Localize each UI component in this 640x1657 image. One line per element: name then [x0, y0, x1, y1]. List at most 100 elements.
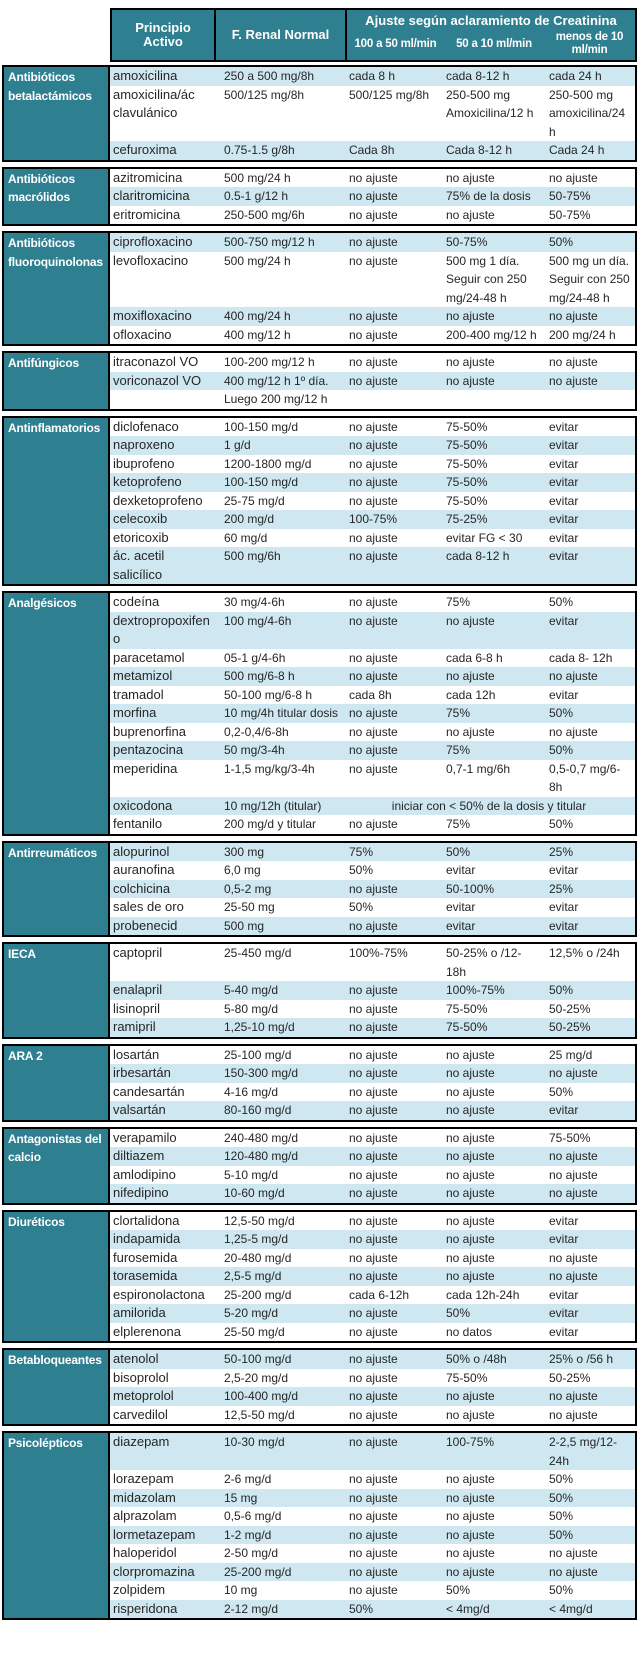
- group-rows: ciprofloxacino 500-750 mg/12 h no ajuste 50…: [110, 233, 635, 344]
- table-row: metoprolol 100-400 mg/d no ajuste no ajuste…: [110, 1387, 635, 1406]
- adjust-100-50-cell: no ajuste: [349, 1435, 398, 1449]
- drug-name-cell: diazepam: [113, 1434, 170, 1449]
- adjust-50-10-cell: 75-50%: [446, 493, 488, 508]
- adjust-100-50-cell: no ajuste: [349, 1389, 398, 1403]
- adjust-100-50-cell: no ajuste: [349, 817, 398, 831]
- header-principio-activo: Principio Activo: [135, 20, 191, 49]
- drug-name-cell: bisoprolol: [113, 1369, 169, 1385]
- table-row: ofloxacino 400 mg/12 h no ajuste 200-400 mg…: [110, 326, 635, 345]
- table-row: lorazepam 2-6 mg/d no ajuste no ajuste 50%: [110, 1470, 635, 1489]
- renal-dose-cell: 50-100 mg/d: [224, 1352, 292, 1366]
- adjust-less-10-cell: no ajuste: [549, 373, 598, 388]
- adjust-100-50-cell: no ajuste: [349, 1407, 398, 1422]
- drug-name-cell: amlodipino: [113, 1166, 176, 1182]
- table-row: morfina 10 mg/4h titular dosis no ajuste 75…: [110, 704, 635, 723]
- adjust-less-10-cell: evitar: [549, 419, 579, 434]
- adjust-50-10-cell: no ajuste: [446, 1232, 495, 1246]
- category-cell: Antibióticos betalactámicos: [4, 67, 110, 160]
- adjust-less-10-cell: 50-25%: [549, 1020, 591, 1034]
- drug-name-cell: atenolol: [113, 1351, 159, 1366]
- adjust-50-10-cell: no ajuste: [446, 373, 495, 388]
- drug-name-cell: nifedipino: [113, 1185, 169, 1200]
- adjust-50-10-cell: 0,7-1 mg/6h: [446, 761, 511, 776]
- table-row: Luego 200 mg/12 h: [110, 390, 635, 409]
- drug-name-cell: indapamida: [113, 1231, 181, 1246]
- drug-name-cell: metoprolol: [113, 1388, 174, 1403]
- adjust-less-10-cell: 50%: [549, 1583, 574, 1597]
- adjust-less-10-cell: evitar: [549, 613, 579, 628]
- renal-dose-cell: 20-480 mg/d: [224, 1250, 292, 1265]
- drug-name-cell: codeína: [113, 594, 160, 609]
- adjust-50-10-cell: no ajuste: [446, 1564, 495, 1579]
- table-row: codeína 30 mg/4-6h no ajuste 75% 50%: [110, 593, 635, 612]
- drug-name-cell: dexketoprofeno: [113, 492, 203, 508]
- adjust-less-10-cell: evitar: [549, 549, 579, 563]
- adjust-100-50-cell: no ajuste: [349, 724, 398, 739]
- group-rows: azitromicina 500 mg/24 h no ajuste no ajust…: [110, 169, 635, 225]
- adjust-less-10-cell: no ajuste: [549, 309, 598, 323]
- header-menos-10: menos de 10 ml/min: [555, 31, 624, 56]
- renal-dose-cell: 2,5-5 mg/d: [224, 1269, 282, 1283]
- table-row: pentazocina 50 mg/3-4h no ajuste 75% 50%: [110, 741, 635, 760]
- drug-name-cell: voriconazol VO: [113, 372, 202, 388]
- adjust-100-50-cell: no ajuste: [349, 1167, 398, 1182]
- adjust-100-50-cell: no ajuste: [349, 1066, 398, 1080]
- renal-dose-cell: 2-6 mg/d: [224, 1472, 272, 1486]
- adjust-50-10-cell: 75-50%: [446, 1001, 488, 1016]
- table-row: carvedilol 12,5-50 mg/d no ajuste no ajuste…: [110, 1406, 635, 1425]
- adjust-50-10-cell: 75% de la dosis: [446, 189, 531, 203]
- renal-dose-cell: 10 mg/12h (titular): [224, 798, 322, 813]
- adjust-100-50-cell: no ajuste: [349, 373, 398, 388]
- adjust-less-10-cell: 25%: [549, 881, 574, 896]
- table-row: amilorida 5-20 mg/d no ajuste 50% evitar: [110, 1304, 635, 1323]
- adjust-50-10-cell: 50-75%: [446, 235, 488, 249]
- table-row: ciprofloxacino 500-750 mg/12 h no ajuste 50…: [110, 233, 635, 252]
- adjust-100-50-cell: cada 8h: [349, 687, 392, 702]
- table-row: clorpromazina 25-200 mg/d no ajuste no ajus…: [110, 1562, 635, 1581]
- table-row: atenolol 50-100 mg/d no ajuste 50% o /48h 25…: [110, 1350, 635, 1369]
- adjust-100-50-cell: no ajuste: [349, 1084, 398, 1099]
- table-row: amoxicilina/ác clavulánico 500/125 mg/8h 5…: [110, 86, 635, 142]
- category-cell: ARA 2: [4, 1045, 110, 1120]
- renal-dose-cell: 25-50 mg/d: [224, 1324, 285, 1339]
- renal-dose-cell: 25-100 mg/d: [224, 1047, 292, 1062]
- drug-name-cell: amoxicilina: [113, 68, 178, 83]
- adjust-50-10-cell: no ajuste: [446, 1250, 495, 1265]
- adjust-100-50-cell: no ajuste: [349, 1232, 398, 1246]
- header-50-10: 50 a 10 ml/min: [456, 37, 532, 50]
- renal-dose-cell: 2-50 mg/d: [224, 1546, 279, 1560]
- adjust-less-10-cell: 50%: [549, 1527, 574, 1542]
- drug-name-cell: naproxeno: [113, 437, 175, 452]
- table-row: voriconazol VO 400 mg/12 h 1º día. no ajus…: [110, 371, 635, 390]
- adjust-less-10-cell: evitar: [549, 1287, 579, 1302]
- adjust-100-50-cell: no ajuste: [349, 1269, 398, 1283]
- adjust-less-10-cell: 2-2,5 mg/12-24h: [549, 1435, 618, 1468]
- adjust-50-10-cell: 250-500 mg Amoxicilina/12 h: [446, 87, 534, 121]
- adjust-less-10-cell: no ajuste: [549, 1407, 598, 1422]
- adjust-100-50-cell: no ajuste: [349, 456, 398, 471]
- table-row: levofloxacino 500 mg/24 h no ajuste 500 mg …: [110, 252, 635, 308]
- adjust-less-10-cell: 500 mg un día. Seguir con 250 mg/24-48 h: [549, 253, 630, 305]
- table-row: ibuprofeno 1200-1800 mg/d no ajuste 75-50% e…: [110, 455, 635, 474]
- adjust-100-50-cell: cada 8 h: [349, 69, 396, 83]
- drug-name-cell: diclofenaco: [113, 418, 179, 434]
- adjust-50-10-cell: 100%-75%: [446, 983, 505, 997]
- adjust-100-50-cell: no ajuste: [349, 1583, 398, 1597]
- adjust-50-10-cell: 75%: [446, 817, 471, 831]
- drug-name-cell: meperidina: [113, 760, 178, 776]
- adjust-less-10-cell: 50-75%: [549, 189, 591, 203]
- adjust-less-10-cell: evitar: [549, 687, 579, 702]
- adjust-50-10-cell: 75-50%: [446, 419, 488, 434]
- adjust-100-50-cell: no ajuste: [349, 1564, 398, 1579]
- adjust-100-50-cell: no ajuste: [349, 595, 398, 609]
- adjust-100-50-cell: 75%: [349, 844, 374, 859]
- renal-dose-cell: 50-100 mg/6-8 h: [224, 687, 313, 702]
- table-row: dextropropoxifeno 100 mg/4-6h no ajuste no …: [110, 611, 635, 649]
- adjust-100-50-cell: 100%-75%: [349, 946, 408, 960]
- adjust-less-10-cell: no ajuste: [549, 724, 598, 739]
- adjust-100-50-cell: [343, 390, 440, 409]
- drug-name-cell: amoxicilina/ác clavulánico: [113, 86, 195, 121]
- drug-group: Diuréticos clortalidona 12,5-50 mg/d no aju…: [2, 1209, 637, 1343]
- adjust-50-10-cell: evitar: [446, 900, 476, 914]
- table-row: risperidona 2-12 mg/d 50% < 4mg/d < 4mg/d: [110, 1599, 635, 1618]
